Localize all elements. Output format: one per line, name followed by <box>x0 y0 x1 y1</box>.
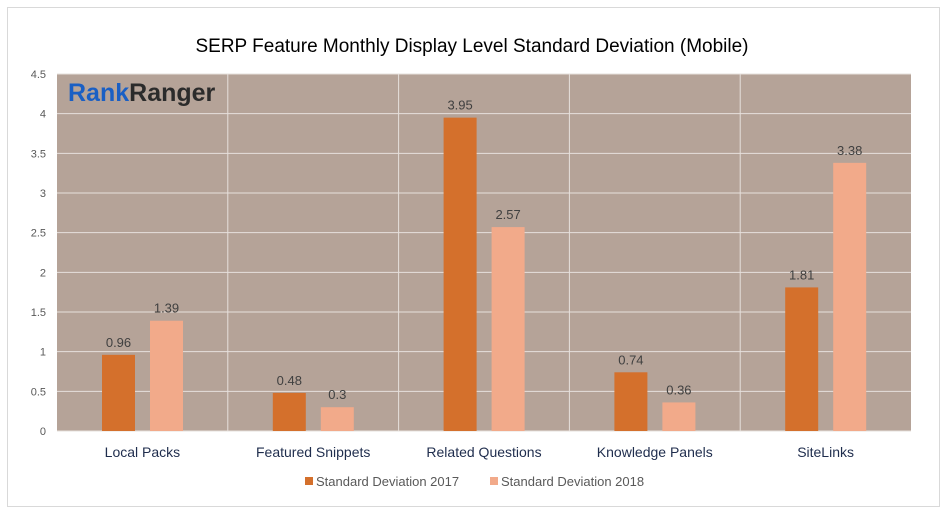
bar <box>833 162 867 431</box>
bar <box>320 407 354 431</box>
data-label: 0.48 <box>277 373 302 388</box>
y-tick-label: 1.5 <box>31 307 46 319</box>
x-tick-label: Knowledge Panels <box>597 444 713 460</box>
x-tick-label: Related Questions <box>426 444 541 460</box>
y-tick-label: 1 <box>40 347 46 359</box>
logo: RankRanger <box>68 79 216 107</box>
data-label: 3.95 <box>447 98 472 113</box>
y-tick-label: 0 <box>40 426 46 438</box>
plot-area <box>57 74 911 431</box>
legend-label: Standard Deviation 2017 <box>316 474 459 489</box>
bar <box>150 320 183 431</box>
x-tick-label: Featured Snippets <box>256 444 370 460</box>
bar <box>662 402 696 431</box>
chart-title: SERP Feature Monthly Display Level Stand… <box>195 36 748 57</box>
logo-rank: Rank <box>68 79 129 107</box>
data-label: 0.74 <box>618 352 643 367</box>
bar <box>614 372 648 431</box>
y-tick-label: 3 <box>40 188 46 200</box>
y-tick-label: 4.5 <box>31 69 46 81</box>
svg-text:RankRanger: RankRanger <box>68 79 216 107</box>
bar <box>272 392 306 431</box>
y-tick-label: 2.5 <box>31 228 46 240</box>
legend-swatch <box>490 477 498 485</box>
y-tick-label: 4 <box>40 109 46 121</box>
bar <box>443 117 477 431</box>
data-label: 1.39 <box>154 301 179 316</box>
y-tick-label: 3.5 <box>31 148 46 160</box>
y-tick-label: 0.5 <box>31 386 46 398</box>
y-tick-label: 2 <box>40 267 46 279</box>
data-label: 0.36 <box>666 382 691 397</box>
bar <box>785 287 819 431</box>
legend-swatch <box>305 477 313 485</box>
x-tick-label: SiteLinks <box>797 444 854 460</box>
x-tick-label: Local Packs <box>105 444 180 460</box>
chart-frame <box>7 7 940 507</box>
data-label: 3.38 <box>837 143 862 158</box>
legend-label: Standard Deviation 2018 <box>501 474 644 489</box>
bar <box>102 354 135 431</box>
data-label: 2.57 <box>495 207 520 222</box>
bar <box>491 227 525 431</box>
data-label: 0.96 <box>106 335 131 350</box>
data-label: 1.81 <box>789 267 814 282</box>
data-label: 0.3 <box>328 387 346 402</box>
logo-ranger: Ranger <box>129 79 215 107</box>
